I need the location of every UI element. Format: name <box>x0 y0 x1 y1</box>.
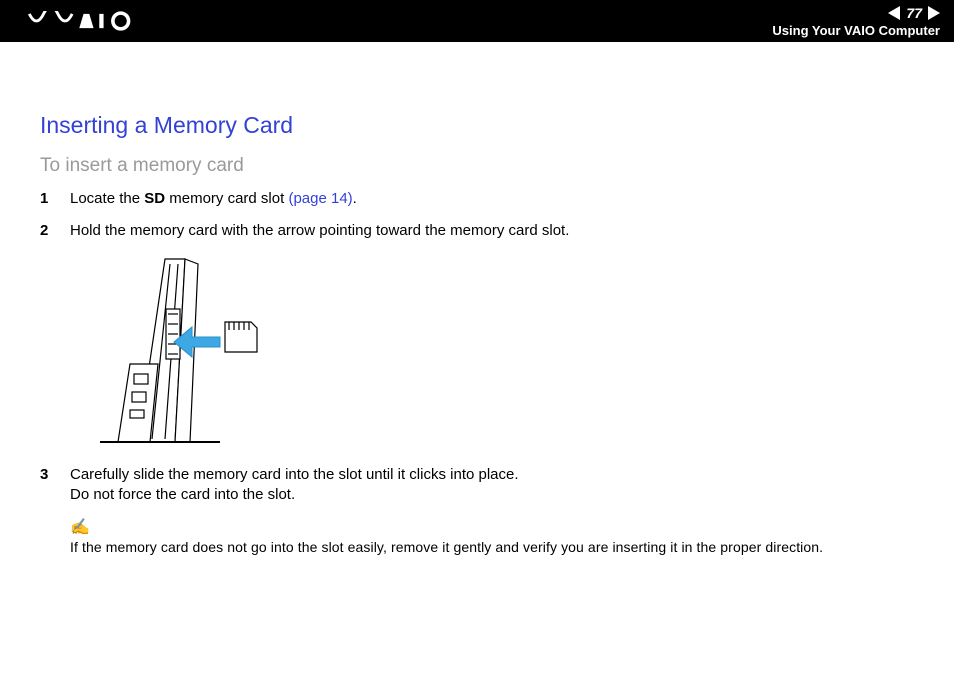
illustration <box>70 254 914 451</box>
step-body: Hold the memory card with the arrow poin… <box>70 221 914 241</box>
header-right: 77 Using Your VAIO Computer <box>772 5 940 38</box>
vaio-logo-svg <box>20 11 150 31</box>
note-text: If the memory card does not go into the … <box>70 539 823 555</box>
step-list: 1 Locate the SD memory card slot (page 1… <box>40 189 914 242</box>
step-body: Locate the SD memory card slot (page 14)… <box>70 189 914 209</box>
note: ✍ If the memory card does not go into th… <box>70 517 914 555</box>
page-header: 77 Using Your VAIO Computer <box>0 0 954 42</box>
step-list-cont: 3 Carefully slide the memory card into t… <box>40 465 914 506</box>
step-bold: SD <box>144 190 165 207</box>
note-icon: ✍ <box>70 517 90 537</box>
page-subtitle: To insert a memory card <box>40 155 914 177</box>
step-2: 2 Hold the memory card with the arrow po… <box>40 221 914 241</box>
page-title: Inserting a Memory Card <box>40 112 914 139</box>
step-number: 3 <box>40 465 70 506</box>
step-text: memory card slot <box>165 190 288 207</box>
page-number: 77 <box>906 5 922 21</box>
next-page-icon[interactable] <box>928 6 940 20</box>
step-body: Carefully slide the memory card into the… <box>70 465 914 506</box>
step-text: Locate the <box>70 190 144 207</box>
section-label: Using Your VAIO Computer <box>772 23 940 38</box>
step-text: Carefully slide the memory card into the… <box>70 466 519 483</box>
vaio-logo <box>20 11 150 31</box>
step-number: 2 <box>40 221 70 241</box>
prev-page-icon[interactable] <box>888 6 900 20</box>
page-content: Inserting a Memory Card To insert a memo… <box>0 42 954 555</box>
memory-card-diagram <box>70 254 288 446</box>
step-text: . <box>353 190 357 207</box>
step-number: 1 <box>40 189 70 209</box>
page-nav: 77 <box>888 5 940 21</box>
step-3: 3 Carefully slide the memory card into t… <box>40 465 914 506</box>
page-link[interactable]: (page 14) <box>288 190 352 207</box>
step-1: 1 Locate the SD memory card slot (page 1… <box>40 189 914 209</box>
step-text: Do not force the card into the slot. <box>70 486 295 503</box>
